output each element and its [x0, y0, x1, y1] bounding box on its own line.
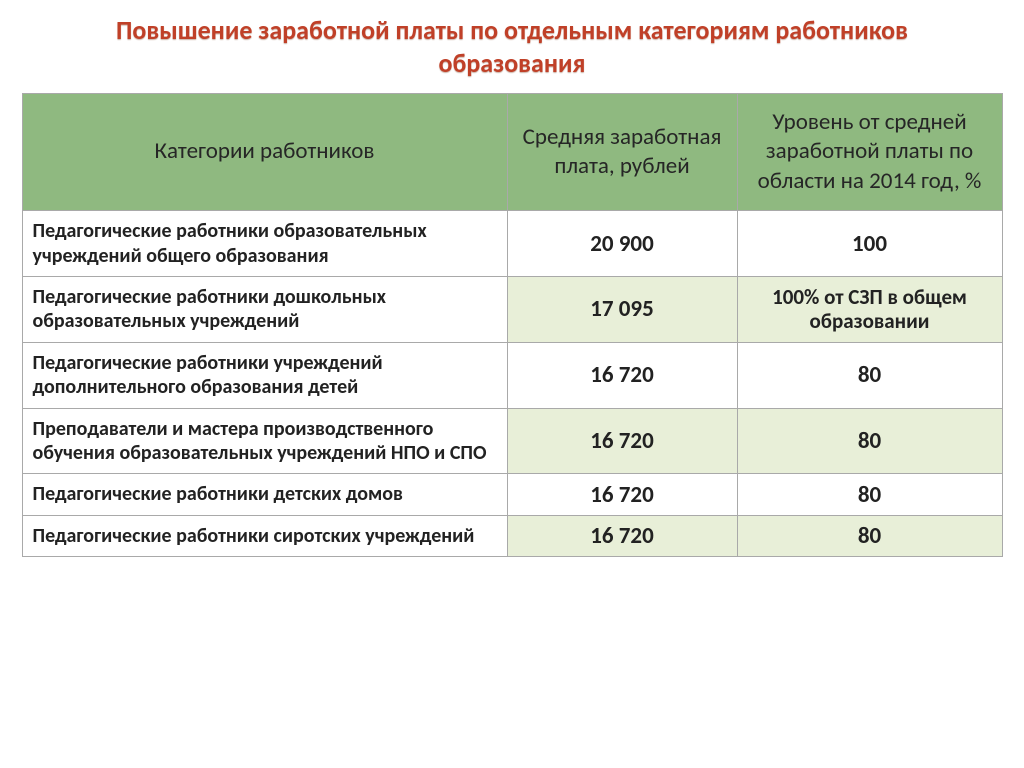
cell-level: 100% от СЗП в общем образовании: [737, 277, 1002, 343]
cell-level: 80: [737, 515, 1002, 556]
table-row: Педагогические работники сиротских учреж…: [22, 515, 1002, 556]
cell-level: 80: [737, 342, 1002, 408]
table-row: Педагогические работники детских домов16…: [22, 474, 1002, 515]
cell-salary: 16 720: [507, 515, 737, 556]
cell-salary: 16 720: [507, 474, 737, 515]
cell-category: Педагогические работники учреждений допо…: [22, 342, 507, 408]
table-header-row: Категории работников Средняя заработная …: [22, 94, 1002, 211]
table-row: Преподаватели и мастера производственног…: [22, 408, 1002, 474]
col-header-salary: Средняя заработная плата, рублей: [507, 94, 737, 211]
page-title: Повышение заработной платы по отдельным …: [0, 0, 1024, 85]
cell-level: 100: [737, 211, 1002, 277]
cell-salary: 20 900: [507, 211, 737, 277]
table-row: Педагогические работники дошкольных обра…: [22, 277, 1002, 343]
cell-category: Педагогические работники сиротских учреж…: [22, 515, 507, 556]
cell-salary: 17 095: [507, 277, 737, 343]
col-header-level: Уровень от средней заработной платы по о…: [737, 94, 1002, 211]
salary-table: Категории работников Средняя заработная …: [22, 93, 1003, 557]
cell-category: Педагогические работники дошкольных обра…: [22, 277, 507, 343]
cell-category: Преподаватели и мастера производственног…: [22, 408, 507, 474]
table-row: Педагогические работники учреждений допо…: [22, 342, 1002, 408]
col-header-category: Категории работников: [22, 94, 507, 211]
cell-level: 80: [737, 474, 1002, 515]
cell-salary: 16 720: [507, 342, 737, 408]
cell-category: Педагогические работники детских домов: [22, 474, 507, 515]
cell-level: 80: [737, 408, 1002, 474]
cell-category: Педагогические работники образовательных…: [22, 211, 507, 277]
table-row: Педагогические работники образовательных…: [22, 211, 1002, 277]
cell-salary: 16 720: [507, 408, 737, 474]
